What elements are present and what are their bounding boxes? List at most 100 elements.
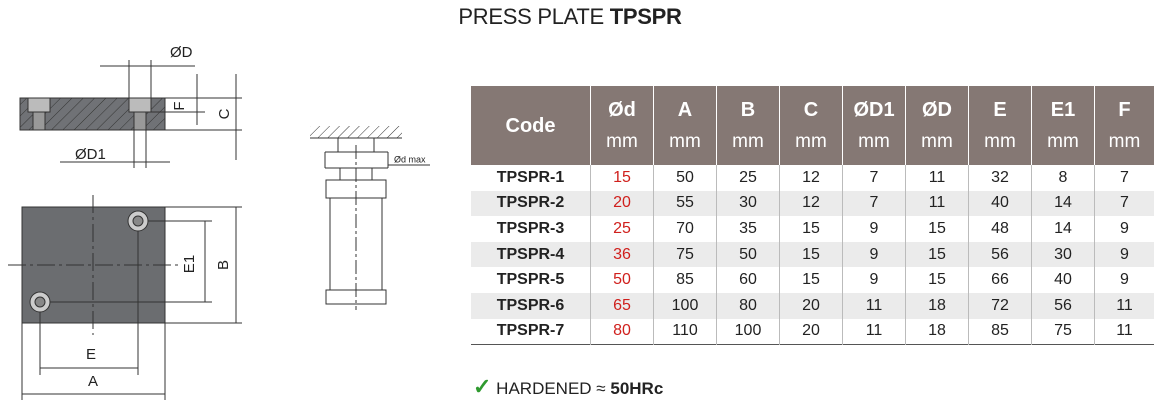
label-B: B xyxy=(215,260,232,270)
title: PRESS PLATE TPSPR xyxy=(0,4,1140,30)
column-name: Ød xyxy=(608,98,636,121)
table-cell: 9 xyxy=(1094,241,1154,268)
table-cell: 15 xyxy=(905,241,969,268)
label-F: F xyxy=(171,101,188,110)
drawings: ØD F C ØD1 E1 B E A Ød max xyxy=(8,44,430,400)
label-A: A xyxy=(88,373,98,390)
title-code: TPSPR xyxy=(609,4,682,29)
column-header: Ød mm xyxy=(590,86,654,165)
table-cell: 40 xyxy=(968,190,1032,217)
column-unit: mm xyxy=(606,130,638,152)
column-name: E1 xyxy=(1050,98,1076,121)
table-cell: 25 xyxy=(716,165,780,191)
table-cell: 11 xyxy=(905,165,969,191)
table-cell: 9 xyxy=(1094,267,1154,293)
title-text: PRESS PLATE xyxy=(458,4,604,29)
table-cell: 100 xyxy=(716,318,780,345)
table-cell: 35 xyxy=(716,216,780,242)
table-cell: 66 xyxy=(968,267,1032,293)
table-cell: 14 xyxy=(1031,216,1095,242)
table-cell: 20 xyxy=(590,190,654,217)
table-cell: 15 xyxy=(590,165,654,191)
column-unit: mm xyxy=(1108,130,1141,152)
note-bold: 50HRc xyxy=(610,379,664,398)
label-C: C xyxy=(216,108,233,119)
table-cell: TPSPR-3 xyxy=(496,219,565,237)
table-cell: 80 xyxy=(716,292,780,319)
table-cell: 72 xyxy=(968,292,1032,319)
table-cell: 70 xyxy=(653,216,717,242)
table-cell: 8 xyxy=(1031,165,1095,191)
table-cell: 50 xyxy=(716,241,780,268)
table-row: TPSPR-1 15 50 25 12 7 11 32 8 7 xyxy=(471,165,1154,191)
table-cell: 75 xyxy=(653,241,717,268)
table-row: TPSPR-2 20 55 30 12 7 11 40 14 7 xyxy=(471,190,1154,217)
table-cell: 9 xyxy=(842,216,906,242)
table-cell: 50 xyxy=(653,165,717,191)
table-cell: 20 xyxy=(779,292,843,319)
table-cell: 30 xyxy=(1031,241,1095,268)
table-cell: 12 xyxy=(779,190,843,217)
table-cell: 110 xyxy=(653,318,717,345)
table-cell: TPSPR-1 xyxy=(496,168,565,186)
column-name: B xyxy=(740,98,756,121)
table-row: TPSPR-3 25 70 35 15 9 15 48 14 9 xyxy=(471,216,1154,242)
table-cell: 48 xyxy=(968,216,1032,242)
table-cell: 7 xyxy=(1094,165,1154,191)
column-header: ØD1 mm xyxy=(842,86,906,165)
column-header: Code xyxy=(471,86,591,165)
table-cell: 14 xyxy=(1031,190,1095,217)
label-E1: E1 xyxy=(181,255,198,273)
table-cell: 15 xyxy=(779,241,843,268)
table-cell: 7 xyxy=(1094,190,1154,217)
table-cell: 75 xyxy=(1031,318,1095,345)
table-cell: 12 xyxy=(779,165,843,191)
table-cell: 55 xyxy=(653,190,717,217)
table-cell: 65 xyxy=(590,292,654,319)
table-cell: TPSPR-5 xyxy=(496,271,565,289)
table-cell: 9 xyxy=(842,241,906,268)
table-cell: TPSPR-7 xyxy=(496,322,565,340)
table-cell: 15 xyxy=(905,216,969,242)
column-name: E xyxy=(993,98,1007,121)
table-cell: 85 xyxy=(653,267,717,293)
table-cell: 9 xyxy=(842,267,906,293)
table-cell: 11 xyxy=(842,292,906,319)
column-unit: mm xyxy=(921,130,953,152)
label-E: E xyxy=(86,346,96,363)
screw-view xyxy=(310,126,430,310)
table-cell: 15 xyxy=(905,267,969,293)
table-cell: 9 xyxy=(1094,216,1154,242)
table-cell: 85 xyxy=(968,318,1032,345)
table-cell: 80 xyxy=(590,318,654,345)
table-cell: TPSPR-2 xyxy=(471,190,591,217)
table-row: TPSPR-4 36 75 50 15 9 15 56 30 9 xyxy=(471,241,1154,268)
column-unit: mm xyxy=(858,130,890,152)
column-name: ØD1 xyxy=(853,98,895,121)
column-unit: mm xyxy=(795,130,827,152)
table-cell: 20 xyxy=(779,318,843,345)
table-cell: 7 xyxy=(842,190,906,217)
plan-view xyxy=(8,195,242,400)
column-name: A xyxy=(677,98,693,121)
table-cell: 56 xyxy=(1031,292,1095,319)
table-cell: 11 xyxy=(842,318,906,345)
column-name: F xyxy=(1118,98,1131,121)
table-cell: 56 xyxy=(968,241,1032,268)
note: ✓ HARDENED ≈ 50HRc xyxy=(473,374,664,399)
label-D1: ØD1 xyxy=(75,146,106,163)
table-cell: 50 xyxy=(590,267,654,293)
table-cell: 32 xyxy=(968,165,1032,191)
table-cell: 100 xyxy=(653,292,717,319)
column-unit: mm xyxy=(1047,130,1079,152)
table-cell: 7 xyxy=(842,165,906,191)
note-text: HARDENED ≈ xyxy=(496,379,606,398)
column-unit: mm xyxy=(984,130,1016,152)
column-header: E1 mm xyxy=(1031,86,1095,165)
table-row: TPSPR-6 65 100 80 20 11 18 72 56 11 xyxy=(471,292,1154,319)
